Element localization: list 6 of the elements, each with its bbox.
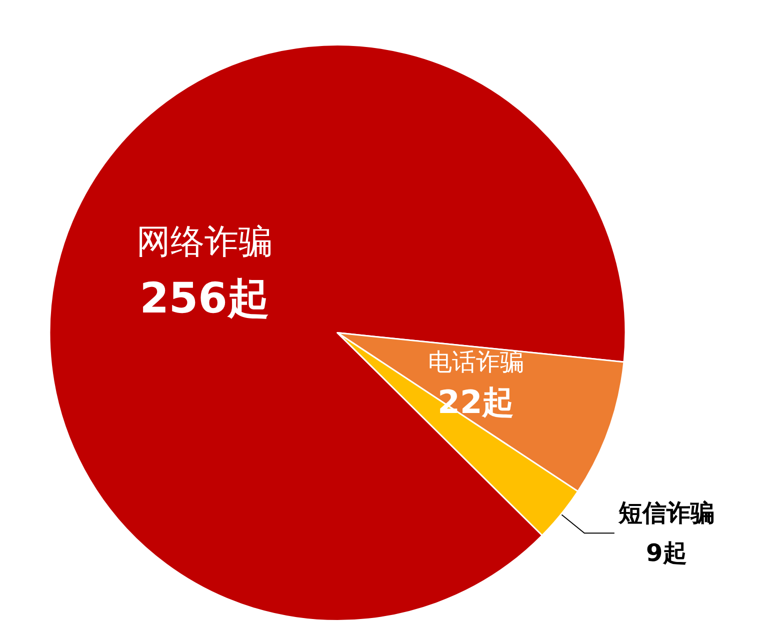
slice-label: 电话诈骗 bbox=[428, 348, 524, 376]
data-label: 256起 bbox=[140, 274, 270, 323]
data-label: 9起 bbox=[646, 539, 687, 568]
slice-label: 短信诈骗 bbox=[617, 499, 714, 528]
slice-label: 网络诈骗 bbox=[136, 222, 273, 262]
data-label: 22起 bbox=[438, 383, 514, 422]
